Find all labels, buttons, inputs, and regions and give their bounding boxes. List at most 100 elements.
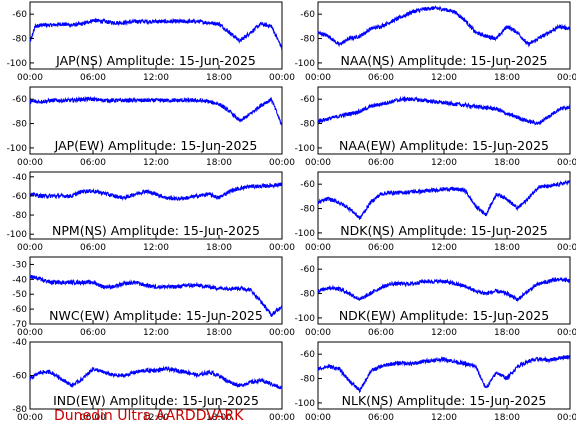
x-tick-label: 06:00	[368, 73, 394, 83]
y-tick-label: -80	[12, 211, 27, 221]
x-tick-label: 06:00	[368, 413, 394, 423]
x-tick-label: 18:00	[494, 73, 520, 83]
x-tick-label: 00:00	[305, 328, 331, 338]
x-tick-label: 18:00	[206, 243, 232, 253]
chart-panel: -100 -80 -60 00:00 06:00 12:00 18:00 00:00 NDK(N…	[295, 171, 576, 253]
plot-frame	[29, 256, 283, 325]
series-line	[29, 274, 283, 317]
y-tick-label: -80	[300, 120, 315, 130]
x-tick-label: 12:00	[431, 328, 457, 338]
x-tick-label: 18:00	[494, 243, 520, 253]
plot-frame	[29, 1, 283, 70]
plot-frame	[317, 171, 571, 240]
x-tick-label: 00:00	[269, 158, 295, 168]
y-tick-label: -80	[12, 35, 27, 45]
chart-title: NAA(EW) Amplitude: 15-Jun-2025	[339, 138, 549, 153]
chart-panel: -70 -60 -50 -40 -30 00:00 06:00 12:00 18:00 00:00…	[12, 256, 295, 338]
series-line	[317, 355, 571, 394]
x-tick-label: 18:00	[206, 413, 232, 423]
series-line	[317, 179, 571, 220]
y-tick-label: -70	[12, 320, 27, 330]
plot-frame	[29, 341, 283, 410]
x-tick-label: 00:00	[557, 328, 576, 338]
x-tick-label: 00:00	[557, 73, 576, 83]
y-tick-label: -30	[12, 260, 27, 270]
x-tick-label: 00:00	[269, 413, 295, 423]
x-tick-label: 00:00	[557, 413, 576, 423]
series-line	[29, 182, 283, 202]
y-tick-label: -60	[12, 305, 27, 315]
x-tick-label: 18:00	[206, 158, 232, 168]
plot-frame	[317, 341, 571, 410]
x-tick-label: 06:00	[368, 158, 394, 168]
x-tick-label: 00:00	[269, 243, 295, 253]
x-tick-label: 06:00	[368, 243, 394, 253]
footer-credit: Dunedin Ultra AARDDVARK	[54, 408, 244, 424]
y-tick-label: -100	[295, 314, 316, 324]
x-tick-label: 12:00	[431, 413, 457, 423]
y-tick-label: -40	[12, 173, 27, 183]
chart-panel: -100 -80 -60 00:00 06:00 12:00 18:00 00:00 JAP(E…	[7, 86, 295, 168]
chart-title: NDK(NS) Amplitude: 15-Jun-2025	[340, 223, 547, 238]
x-tick-label: 18:00	[494, 413, 520, 423]
x-tick-label: 06:00	[80, 73, 106, 83]
x-tick-label: 12:00	[143, 158, 169, 168]
y-tick-label: -60	[12, 372, 27, 382]
chart-title: NLK(NS) Amplitude: 15-Jun-2025	[342, 393, 547, 408]
series-line	[317, 95, 571, 126]
chart-title: NAA(NS) Amplitude: 15-Jun-2025	[340, 53, 547, 68]
x-tick-label: 00:00	[17, 73, 43, 83]
x-tick-label: 06:00	[80, 243, 106, 253]
x-tick-label: 06:00	[80, 158, 106, 168]
chart-title: NDK(EW) Amplitude: 15-Jun-2025	[339, 308, 549, 323]
chart-title: NWC(EW) Amplitude: 15-Jun-2025	[49, 308, 263, 323]
y-tick-label: -60	[12, 95, 27, 105]
y-tick-label: -100	[295, 59, 316, 69]
y-tick-label: -60	[300, 10, 315, 20]
y-tick-label: -80	[300, 290, 315, 300]
x-tick-label: 00:00	[557, 158, 576, 168]
x-tick-label: 00:00	[305, 243, 331, 253]
x-tick-label: 18:00	[206, 73, 232, 83]
chart-panel: -100 -80 -60 00:00 06:00 12:00 18:00 00:00 NLK(N…	[295, 341, 576, 423]
y-tick-label: -50	[12, 290, 27, 300]
y-tick-label: -60	[300, 350, 315, 360]
chart-panel: -80 -60 -40 00:00 06:00 12:00 18:00 00:00 IND(EW…	[12, 338, 295, 423]
x-tick-label: 06:00	[80, 328, 106, 338]
x-tick-label: 00:00	[17, 158, 43, 168]
y-tick-label: -60	[300, 180, 315, 190]
chart-panel: -100 -80 -60 -40 00:00 06:00 12:00 18:00 00:00 NP…	[7, 171, 295, 253]
x-tick-label: 12:00	[431, 243, 457, 253]
y-tick-label: -60	[12, 10, 27, 20]
series-line	[317, 276, 571, 303]
y-tick-label: -80	[300, 35, 315, 45]
x-tick-label: 18:00	[494, 158, 520, 168]
chart-panel: -100 -80 -60 00:00 06:00 12:00 18:00 00:00 NDK(E…	[295, 256, 576, 338]
y-tick-label: -40	[12, 275, 27, 285]
x-tick-label: 18:00	[494, 328, 520, 338]
plot-frame	[29, 171, 283, 240]
y-tick-label: -80	[12, 405, 27, 415]
x-tick-label: 12:00	[143, 413, 169, 423]
x-tick-label: 18:00	[206, 328, 232, 338]
chart-title: JAP(EW) Amplitude: 15-Jun-2025	[54, 138, 258, 153]
y-tick-label: -100	[7, 144, 28, 154]
x-tick-label: 00:00	[269, 328, 295, 338]
series-line	[29, 365, 283, 390]
x-tick-label: 06:00	[368, 328, 394, 338]
chart-panel: -100 -80 -60 00:00 06:00 12:00 18:00 00:00 NAA(N…	[295, 1, 576, 83]
x-tick-label: 12:00	[143, 328, 169, 338]
x-tick-label: 00:00	[17, 328, 43, 338]
y-tick-label: -80	[300, 205, 315, 215]
y-tick-label: -80	[300, 375, 315, 385]
chart-title: JAP(NS) Amplitude: 15-Jun-2025	[55, 53, 256, 68]
x-tick-label: 06:00	[80, 413, 106, 423]
series-line	[29, 95, 283, 127]
x-tick-label: 12:00	[143, 73, 169, 83]
y-tick-label: -40	[12, 338, 27, 348]
x-tick-label: 00:00	[557, 243, 576, 253]
y-tick-label: -60	[300, 95, 315, 105]
x-tick-label: 12:00	[431, 158, 457, 168]
y-tick-label: -100	[295, 229, 316, 239]
